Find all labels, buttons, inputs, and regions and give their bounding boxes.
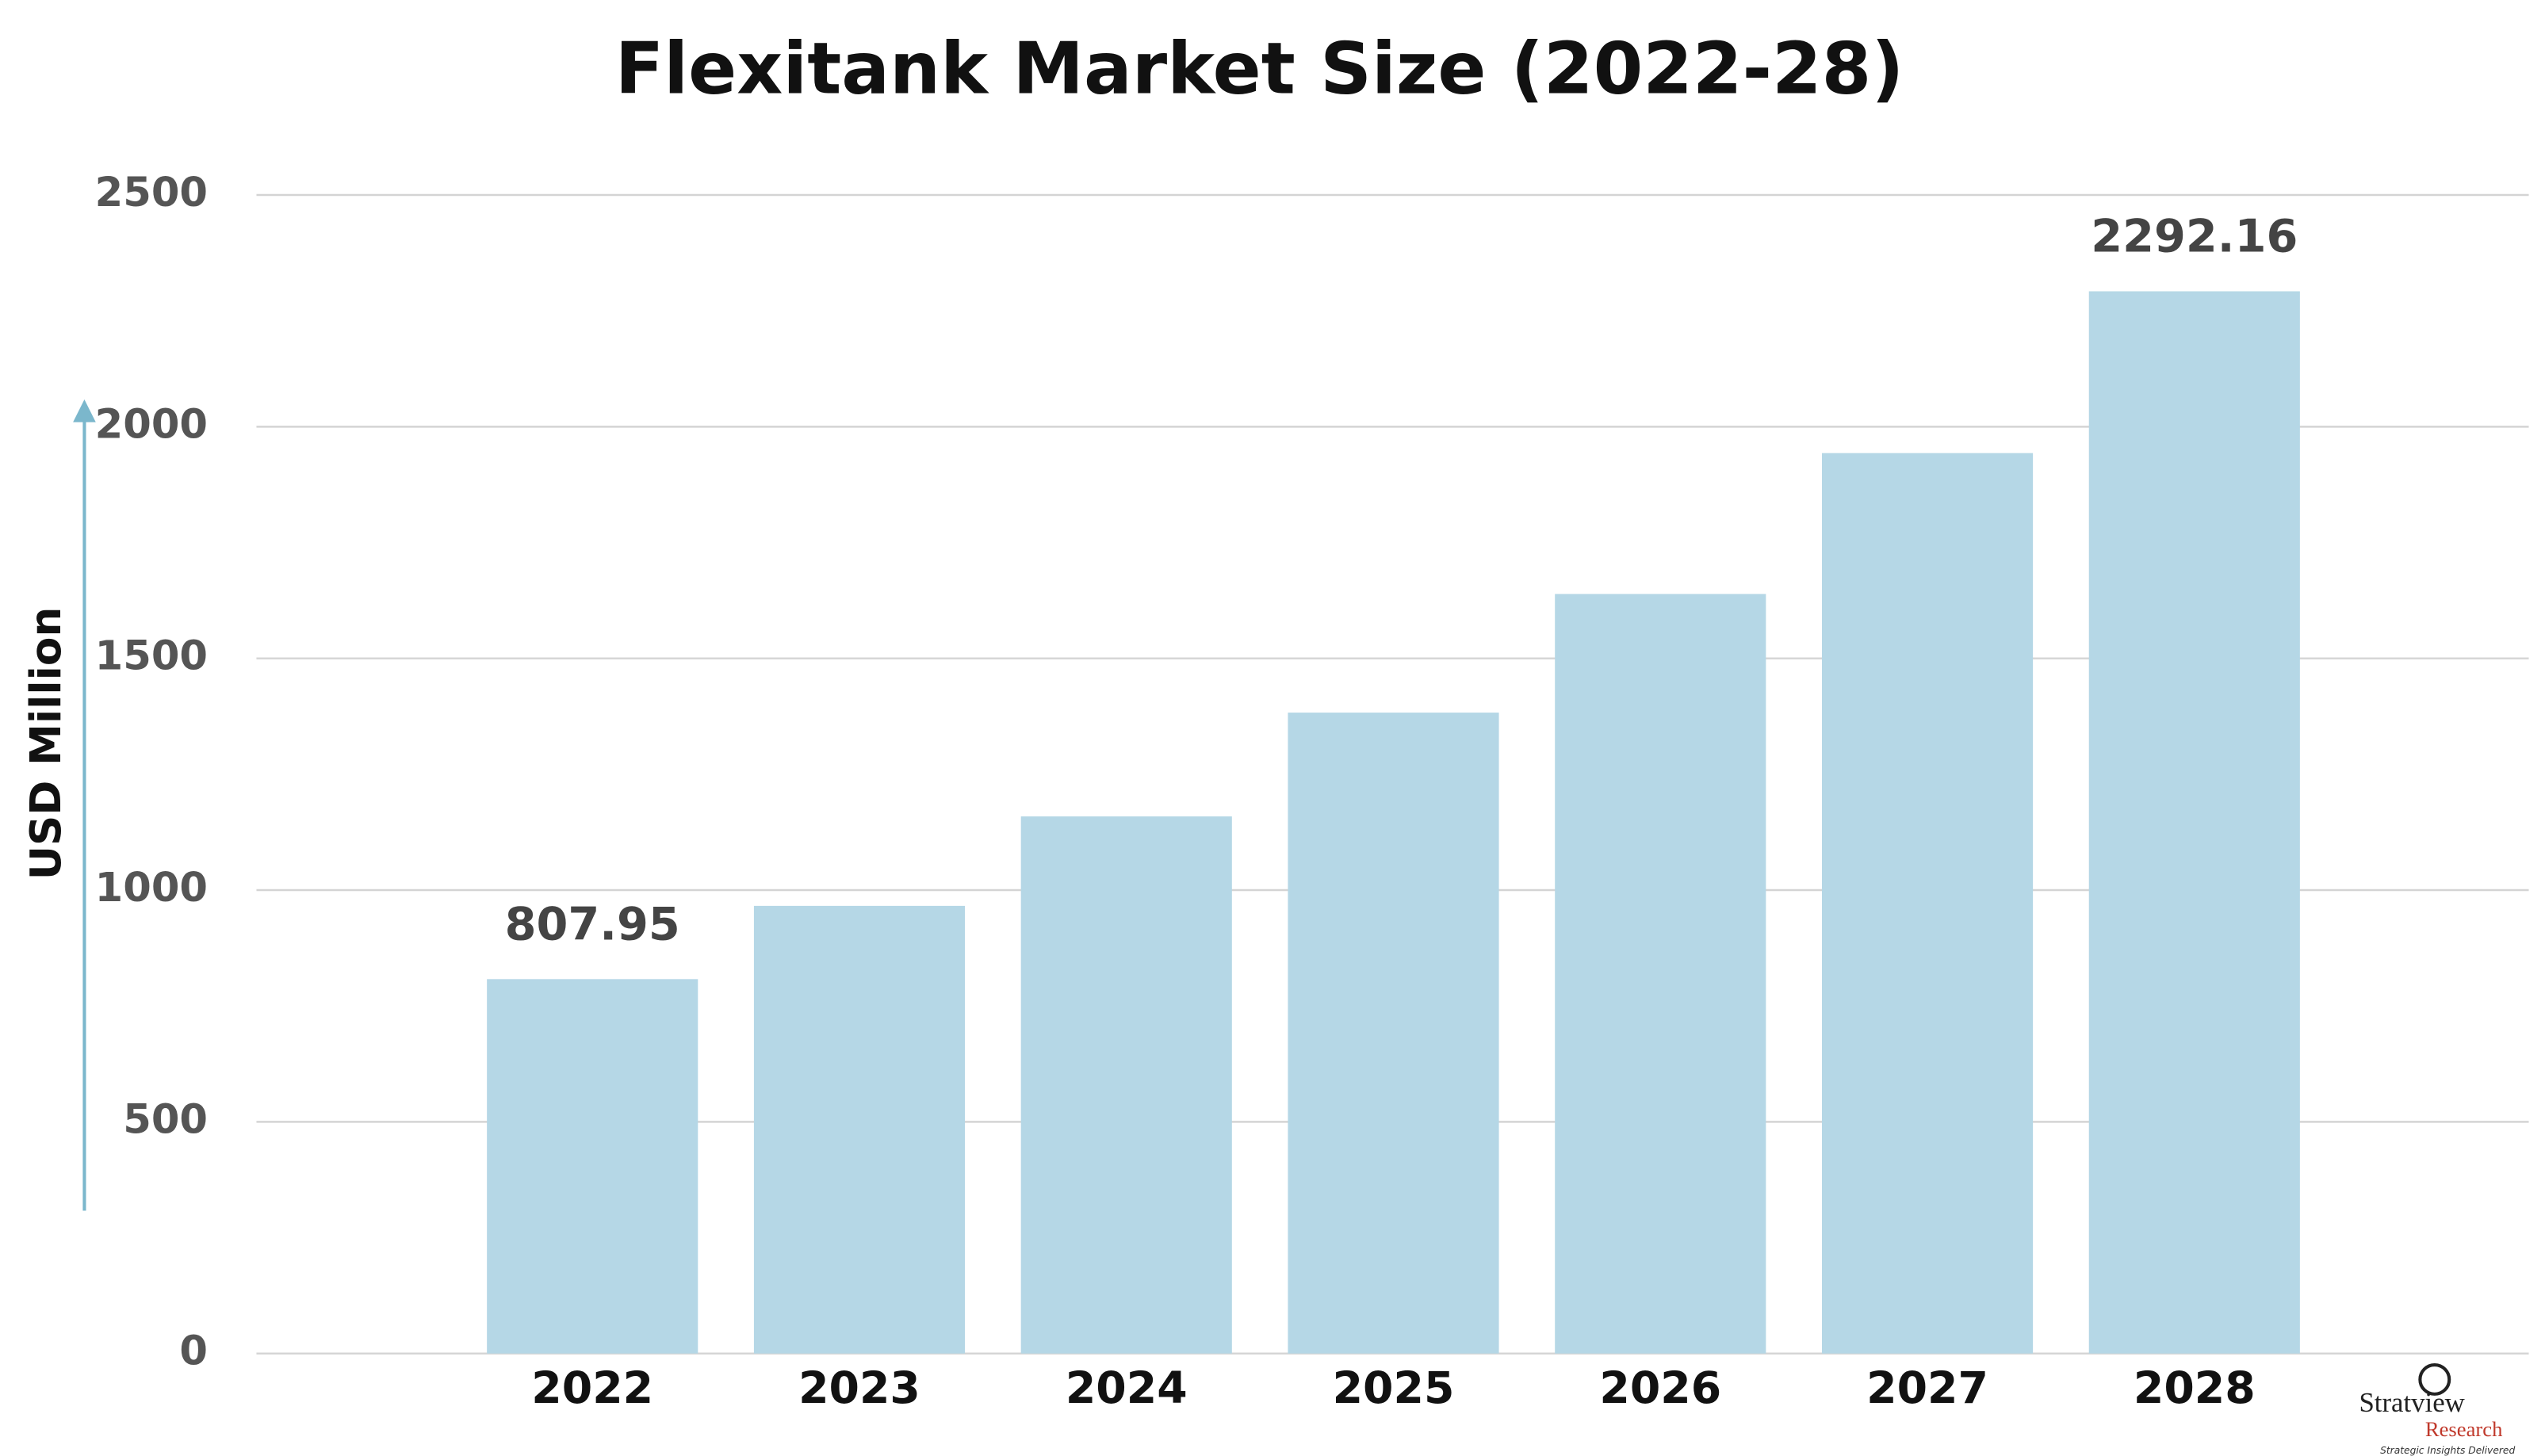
logo-icon: [2418, 1362, 2451, 1396]
y-tick-label: 0: [179, 1328, 208, 1375]
y-axis-label: USD Million: [21, 607, 71, 881]
logo: Stratview Research Strategic Insights De…: [2359, 1362, 2515, 1456]
logo-tagline: Strategic Insights Delivered: [2380, 1445, 2515, 1456]
bar: [487, 979, 698, 1354]
bar: [1020, 816, 1232, 1354]
x-tick-label: 2028: [2134, 1363, 2256, 1414]
x-tick-label: 2023: [798, 1363, 920, 1414]
x-tick-label: 2022: [531, 1363, 653, 1414]
x-tick-label: 2025: [1333, 1363, 1455, 1414]
y-tick-label: 1500: [95, 633, 208, 680]
bar: [2088, 291, 2300, 1354]
y-tick-label: 500: [123, 1096, 208, 1143]
y-tick-label: 2500: [95, 170, 208, 216]
x-tick-label: 2024: [1066, 1363, 1188, 1414]
x-tick-label: 2026: [1599, 1363, 1721, 1414]
axis-arrow-head: [73, 399, 96, 422]
x-tick-label: 2027: [1866, 1363, 1988, 1414]
y-tick-label: 2000: [95, 401, 208, 448]
data-label: 807.95: [505, 897, 680, 950]
chart-title: Flexitank Market Size (2022-28): [615, 27, 1904, 110]
data-label: 2292.16: [2091, 210, 2298, 263]
y-tick-label: 1000: [95, 865, 208, 911]
bar: [1821, 453, 2034, 1354]
logo-sub: Research: [2425, 1417, 2503, 1441]
bar: [1555, 594, 1766, 1354]
logo-name: Stratview: [2359, 1387, 2464, 1418]
bar: [1288, 713, 1499, 1354]
bar: [753, 905, 966, 1354]
